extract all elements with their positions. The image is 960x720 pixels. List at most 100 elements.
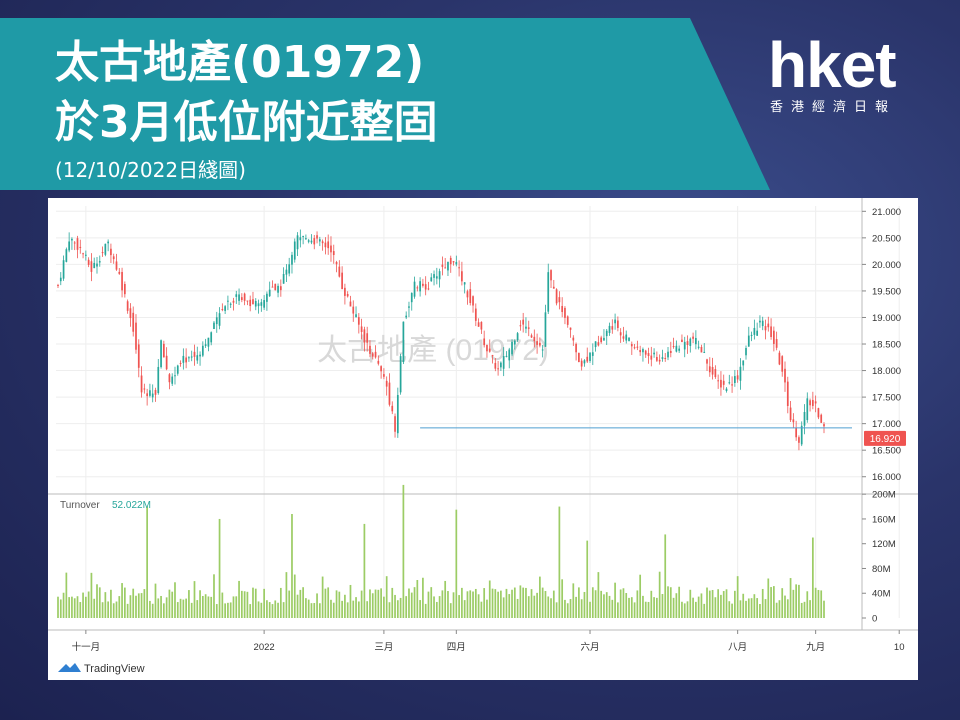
candle-body (430, 277, 433, 282)
volume-bar (550, 598, 552, 618)
candle-body (357, 317, 360, 325)
volume-bar (377, 589, 380, 618)
volume-bar (335, 590, 338, 618)
volume-bar (773, 586, 775, 618)
candle-body (452, 261, 455, 263)
volume-bar (784, 595, 786, 618)
candle-body (469, 289, 472, 303)
volume-bar (452, 592, 455, 618)
volume-bar (176, 602, 179, 618)
candle-body (811, 399, 814, 406)
candle-body (622, 336, 625, 339)
candle-body (291, 254, 293, 265)
volume-bar (151, 603, 154, 618)
candle-body (497, 368, 499, 370)
volume-bar (391, 587, 394, 618)
candle-body (240, 297, 243, 300)
volume-bar (678, 586, 681, 618)
volume-bar (199, 590, 201, 618)
volume-bar (68, 597, 71, 618)
volume-bar (360, 590, 363, 618)
candle-body (427, 288, 430, 290)
candle-body (600, 337, 603, 343)
volume-bar (118, 596, 121, 618)
candle-body (586, 356, 589, 362)
candle-body (73, 242, 76, 244)
candle-body (435, 276, 438, 279)
candle-body (330, 245, 332, 253)
candle-body (449, 257, 452, 265)
volume-bar (266, 600, 268, 618)
volume-tick-label: 120M (872, 539, 896, 550)
volume-bar (96, 584, 98, 618)
candle-body (494, 362, 497, 369)
volume-bar (775, 602, 778, 618)
volume-bar (330, 599, 332, 618)
candle-body (438, 271, 441, 280)
volume-bar (405, 596, 408, 618)
price-tick-label: 16.500 (872, 446, 901, 457)
tradingview-icon (58, 663, 81, 672)
candle-body (444, 267, 447, 269)
volume-bar (555, 602, 558, 618)
candle-body (806, 398, 809, 421)
candle-body (210, 332, 213, 343)
volume-bar (165, 597, 168, 618)
candle-body (617, 320, 619, 328)
candle-body (344, 287, 346, 296)
volume-bar (447, 591, 449, 618)
candle-body (720, 379, 722, 388)
candle-body (123, 284, 126, 295)
candle-body (525, 326, 527, 329)
volume-bar (536, 592, 538, 618)
volume-bar (539, 576, 541, 618)
volume-bar (355, 597, 357, 618)
candle-body (419, 281, 421, 292)
chart-watermark: 太古地產 (01972) (317, 334, 549, 367)
volume-bar (675, 593, 678, 618)
candle-body (800, 425, 803, 445)
volume-bar (591, 587, 594, 618)
candle-body (224, 306, 226, 311)
volume-bar (346, 602, 349, 618)
candle-body (352, 306, 355, 314)
candle-body (71, 238, 73, 241)
volume-bar (522, 587, 525, 618)
candle-body (110, 248, 112, 256)
volume-bar (603, 594, 605, 618)
candle-body (458, 267, 460, 269)
candle-body (650, 355, 653, 360)
volume-bar (552, 590, 555, 618)
volume-bar (734, 590, 736, 618)
volume-bar (789, 578, 792, 618)
price-tick-label: 20.000 (872, 260, 901, 271)
volume-bar (589, 601, 591, 618)
candle-body (700, 346, 703, 353)
volume-bar (786, 599, 789, 618)
volume-bar (622, 588, 625, 618)
candle-body (179, 363, 182, 365)
volume-bar (644, 601, 647, 618)
volume-bar (761, 588, 764, 618)
volume-bar (246, 591, 249, 618)
volume-bar (527, 596, 530, 618)
last-price-label: 16.920 (870, 434, 901, 445)
candle-body (299, 237, 302, 241)
volume-bar (736, 576, 739, 618)
volume-bar (586, 540, 589, 618)
volume-bar (366, 601, 369, 618)
volume-bar (530, 589, 533, 618)
volume-bar (394, 594, 396, 618)
volume-bar (488, 580, 491, 618)
price-tick-label: 19.000 (872, 313, 901, 324)
candle-body (678, 348, 681, 351)
candle-body (293, 241, 296, 260)
volume-tick-label: 160M (872, 514, 896, 525)
candle-body (472, 296, 474, 306)
volume-bar (502, 597, 505, 618)
volume-tick-label: 200M (872, 490, 896, 501)
candle-body (288, 264, 291, 274)
candle-body (747, 335, 750, 347)
volume-bar (252, 587, 254, 618)
volume-bar (162, 603, 165, 618)
